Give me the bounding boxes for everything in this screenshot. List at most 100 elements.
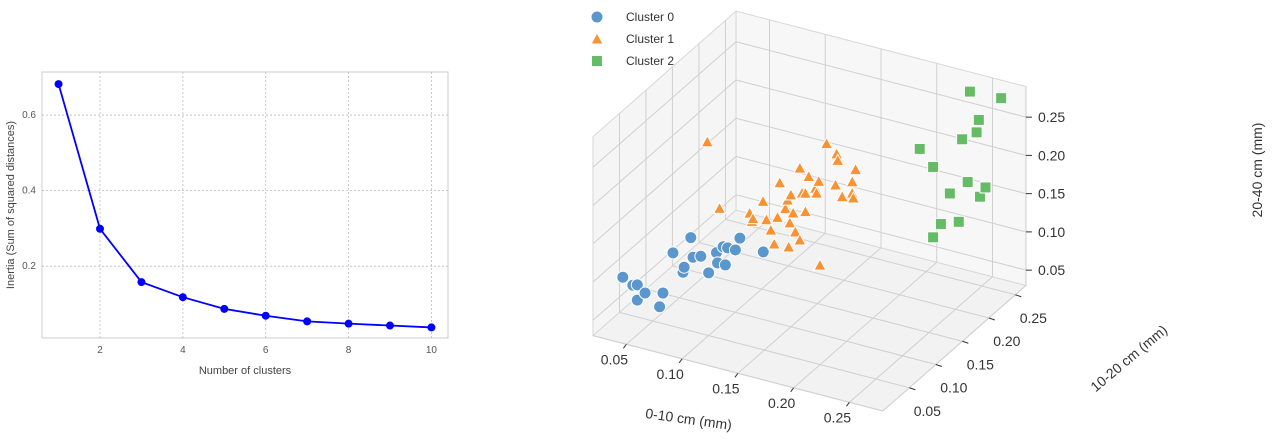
inertia-point [178, 293, 187, 302]
inertia-point [137, 278, 146, 287]
cluster-0-point [718, 258, 732, 272]
x-tick-label: 0.05 [601, 351, 628, 367]
floor-gridline [619, 311, 910, 389]
x-tick-label: 2 [97, 345, 103, 356]
x-tick-label: 4 [180, 345, 186, 356]
cluster-1-point [792, 161, 807, 174]
legend-square-icon [591, 55, 603, 67]
cluster-1-point [801, 169, 816, 183]
cluster-0-point [733, 231, 747, 245]
cluster-1-point [746, 211, 760, 225]
cluster-1-point [813, 258, 827, 271]
cluster-1-point [772, 175, 787, 189]
x-tick-label: 0.25 [824, 409, 851, 425]
inertia-line [57, 83, 432, 329]
cluster-1-point [809, 186, 824, 199]
cluster-1-point [846, 191, 861, 204]
x-tick-label: 0.20 [768, 395, 795, 411]
cluster-1-point [782, 215, 797, 229]
cluster-1-point [830, 153, 845, 166]
back-gridline [735, 156, 1027, 233]
x-tick-label: 0.15 [712, 380, 739, 396]
x-tick-label: 8 [346, 345, 352, 356]
cluster-1-point [792, 232, 807, 246]
y-tick [935, 364, 943, 367]
floor-gridline [672, 265, 963, 342]
left-gridline [592, 79, 737, 206]
cluster-0-point [653, 300, 667, 314]
x-tick [790, 387, 795, 393]
inertia-point [303, 317, 312, 326]
cluster-1-point [764, 223, 778, 236]
z-tick-label: 0.25 [1038, 109, 1065, 125]
y-tick [962, 340, 969, 344]
cluster-1-point [767, 236, 782, 250]
cluster-0-point [677, 260, 691, 274]
cluster-1-point [770, 210, 785, 223]
y-axis-label: 10-20 cm (mm) [1087, 322, 1170, 395]
y-tick-label: 0.10 [940, 380, 967, 396]
x-tick-label: 0.10 [657, 366, 684, 382]
cluster-0-point [656, 286, 670, 300]
cluster-0-point [630, 278, 644, 292]
cluster-2-point [995, 92, 1008, 105]
inertia-point [220, 304, 229, 313]
z-tick-label: 0.15 [1038, 186, 1065, 202]
cluster-2-point [970, 126, 983, 139]
plot-area [41, 71, 449, 339]
cluster-2-point [961, 176, 974, 189]
x-tick [623, 343, 627, 349]
elbow-chart: 2 4 6 8 10 0.2 0.4 0.6 Number of clusters Inertia… [5, 71, 449, 377]
floor-gridline [849, 276, 993, 403]
y-tick-label: 0.15 [967, 356, 994, 372]
cluster-2-point [943, 187, 956, 200]
cluster-1-point [778, 201, 793, 215]
inertia-point [427, 323, 436, 332]
cluster-1-point [788, 224, 803, 238]
cluster-1-point [798, 186, 813, 199]
y-tick [909, 387, 916, 391]
cluster-2-point [913, 142, 926, 155]
y-tick-label: 0.20 [993, 333, 1020, 349]
inertia-point [261, 311, 270, 320]
y-tick [1015, 294, 1022, 298]
cluster-0-point [638, 286, 652, 300]
y-tick-label: 0.4 [22, 186, 36, 197]
legend-triangle-icon [590, 31, 604, 45]
cluster-1-point [819, 136, 834, 150]
y-tick-label: 0.25 [1020, 310, 1047, 326]
y-axis-label: Inertia (Sum of squared distances) [5, 121, 17, 289]
y-tick-label: 0.05 [914, 403, 941, 419]
legend-circle-icon [590, 10, 604, 24]
cluster-1-point [759, 212, 774, 226]
legend-label: Cluster 1 [626, 32, 674, 46]
inertia-point [386, 321, 394, 330]
cluster-1-point [828, 177, 843, 191]
cluster-2-point [952, 215, 965, 228]
x-tick [846, 401, 850, 407]
cluster-2-point [956, 133, 969, 146]
cluster-0-point [728, 243, 742, 257]
cluster-3d-scatter: 0.050.100.150.200.25 0.050.100.150.200.25… [590, 10, 1265, 433]
x-axis-label: 0-10 cm (mm) [644, 405, 733, 433]
floor-gridline [793, 261, 938, 389]
cluster-1-point [784, 187, 798, 201]
cluster-1-point [712, 201, 727, 214]
left-gridline [592, 156, 737, 283]
x-tick [734, 372, 739, 378]
x-tick-label: 10 [426, 345, 438, 356]
cluster-1-point [835, 189, 850, 203]
cluster-2-point [927, 160, 940, 173]
left-gridline [592, 194, 737, 321]
z-axis-label: 20-40 cm (mm) [1249, 123, 1265, 218]
x-tick-label: 6 [263, 345, 269, 356]
floor-gridline [698, 242, 989, 319]
back-gridline [735, 41, 1027, 118]
y-tick-label: 0.2 [22, 261, 36, 272]
cluster-0-point [666, 246, 680, 260]
y-tick [988, 317, 996, 321]
y-axis-line [882, 285, 1027, 412]
inertia-point [96, 224, 104, 233]
z-tick-label: 0.20 [1038, 147, 1065, 163]
